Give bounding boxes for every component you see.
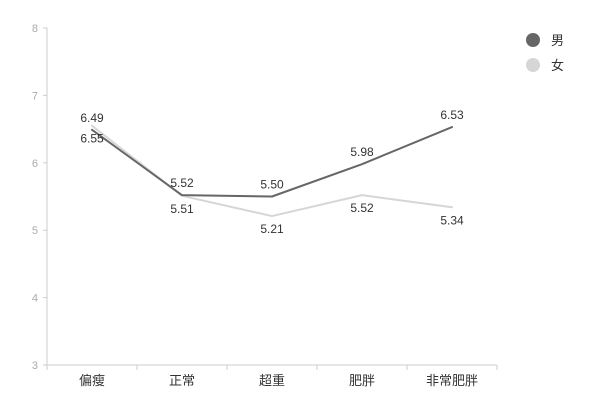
data-label-male: 5.98 (350, 145, 374, 159)
x-tick-label: 超重 (259, 373, 285, 389)
x-tick-label: 肥胖 (349, 374, 375, 389)
y-tick-label: 7 (32, 90, 38, 102)
data-label-female: 5.51 (170, 202, 194, 216)
data-label-female: 5.52 (350, 201, 374, 215)
series-line-male (91, 126, 453, 198)
y-tick-label: 3 (32, 360, 38, 372)
data-label-male: 5.50 (260, 178, 284, 192)
legend-marker-male (526, 33, 540, 47)
data-label-male: 5.52 (170, 176, 194, 190)
x-tick-label: 偏瘦 (79, 373, 105, 389)
y-tick-label: 8 (32, 23, 38, 35)
legend-label-male: 男 (551, 34, 564, 49)
x-tick-label: 非常肥胖 (426, 374, 478, 389)
y-tick-label: 4 (32, 293, 38, 305)
legend-marker-female (526, 58, 540, 72)
y-tick-label: 5 (32, 225, 38, 237)
data-label-male: 6.49 (80, 111, 104, 125)
data-label-male: 6.53 (440, 108, 464, 122)
data-label-female: 5.34 (440, 213, 464, 227)
data-label-female: 5.21 (260, 222, 284, 236)
series-line-female (91, 124, 453, 218)
legend-label-female: 女 (551, 58, 564, 74)
x-tick-label: 正常 (169, 374, 195, 389)
y-tick-label: 6 (32, 158, 38, 170)
data-label-female: 6.55 (80, 132, 104, 146)
